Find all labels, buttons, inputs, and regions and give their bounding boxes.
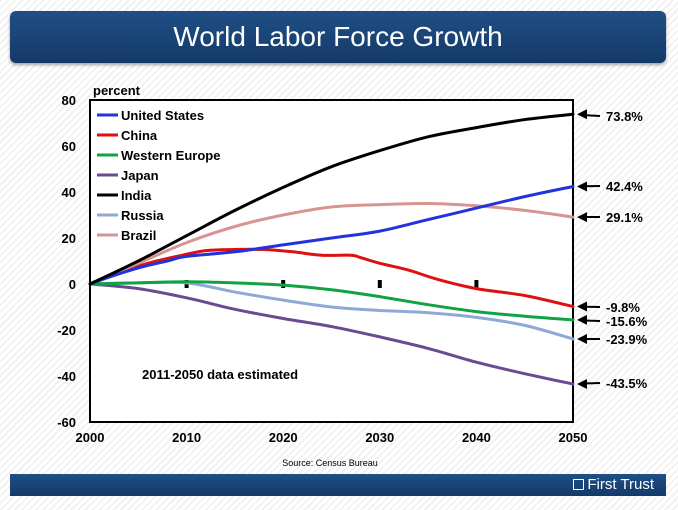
- end-value-label: 29.1%: [606, 210, 643, 225]
- legend-label: Brazil: [121, 228, 156, 243]
- end-value-label: 42.4%: [606, 179, 643, 194]
- arrowhead-icon: [577, 181, 587, 192]
- end-value-label: 73.8%: [606, 109, 643, 124]
- y-tick-label: -60: [57, 415, 76, 430]
- legend-label: India: [121, 188, 152, 203]
- end-value-label: -9.8%: [606, 300, 640, 315]
- series-lines: [88, 112, 575, 386]
- arrowhead-icon: [577, 212, 587, 223]
- arrowhead-icon: [577, 379, 587, 390]
- end-value-label: -43.5%: [606, 376, 648, 391]
- end-value-label: -23.9%: [606, 332, 648, 347]
- arrowhead-icon: [577, 301, 587, 312]
- series-line-japan: [88, 282, 575, 386]
- source-note: Source: Census Bureau: [282, 458, 378, 468]
- x-axis: 2000 2010 2020 2030 2040 2050: [76, 430, 588, 445]
- page-title: World Labor Force Growth: [173, 21, 503, 52]
- x-tick-label: 2000: [76, 430, 105, 445]
- title-bar: World Labor Force Growth: [10, 11, 666, 63]
- legend-label: Western Europe: [121, 148, 220, 163]
- brand-logo: First Trust: [573, 474, 654, 496]
- x-tick-label: 2020: [269, 430, 298, 445]
- y-tick-label: 40: [62, 185, 76, 200]
- series-line-brazil: [88, 201, 575, 286]
- y-tick-label: 20: [62, 231, 76, 246]
- legend: United States China Western Europe Japan Ind…: [97, 108, 220, 243]
- x-tick-label: 2040: [462, 430, 491, 445]
- end-labels: 42.4% -9.8%-15.6% -43.5% 73.8% -23.9% 29.1%: [577, 109, 648, 391]
- x-tick-label: 2010: [172, 430, 201, 445]
- y-tick-label: 80: [62, 93, 76, 108]
- y-tick-label: 0: [69, 277, 76, 292]
- series-line-united-states: [88, 184, 575, 286]
- y-axis: 80 60 40 20 0 -20 -40 -60: [57, 93, 76, 430]
- footer-bar: First Trust: [10, 474, 666, 496]
- brand-text: First Trust: [587, 476, 654, 493]
- series-line-western-europe: [88, 280, 575, 322]
- series-line-india: [88, 112, 575, 286]
- legend-label: United States: [121, 108, 204, 123]
- brand-box-icon: [573, 479, 585, 490]
- y-tick-label: -40: [57, 369, 76, 384]
- chart-annotation: 2011-2050 data estimated: [142, 367, 298, 382]
- arrowhead-icon: [577, 109, 587, 120]
- legend-label: Russia: [121, 208, 164, 223]
- legend-label: China: [121, 128, 158, 143]
- arrowhead-icon: [577, 314, 587, 325]
- legend-label: Japan: [121, 168, 159, 183]
- x-tick-label: 2050: [559, 430, 588, 445]
- arrowhead-icon: [577, 333, 587, 344]
- series-line-china: [88, 247, 575, 309]
- y-axis-label: percent: [93, 83, 141, 98]
- x-tick-label: 2030: [365, 430, 394, 445]
- y-tick-label: 60: [62, 139, 76, 154]
- y-tick-label: -20: [57, 323, 76, 338]
- end-value-label: -15.6%: [606, 314, 648, 329]
